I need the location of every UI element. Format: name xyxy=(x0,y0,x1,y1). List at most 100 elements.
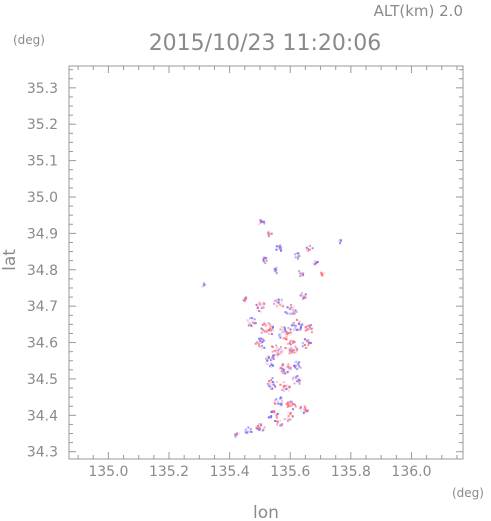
data-pixel xyxy=(272,356,275,359)
data-pixel xyxy=(300,271,302,274)
plot-frame xyxy=(68,65,464,460)
data-pixel xyxy=(302,294,305,297)
data-pixel xyxy=(258,427,261,430)
data-pixel xyxy=(295,360,298,363)
data-cluster xyxy=(242,296,248,302)
data-pixel xyxy=(300,273,303,276)
data-pixel xyxy=(250,324,253,327)
data-pixel xyxy=(298,323,300,325)
data-pixel xyxy=(274,385,277,388)
data-pixel xyxy=(263,321,266,324)
data-pixel xyxy=(294,324,297,327)
data-pixel xyxy=(297,257,299,260)
data-pixel xyxy=(280,249,282,252)
data-pixel xyxy=(316,260,319,263)
data-pixel xyxy=(310,327,313,330)
data-pixel xyxy=(288,386,291,389)
data-pixel xyxy=(237,432,240,435)
data-pixel xyxy=(295,377,297,380)
data-pixel xyxy=(308,324,311,327)
data-pixel xyxy=(264,257,267,260)
data-pixel xyxy=(287,418,290,421)
data-pixel xyxy=(294,375,297,378)
data-cluster xyxy=(258,219,266,226)
y-tick-label: 34.9 xyxy=(27,226,58,242)
data-pixel xyxy=(274,402,277,405)
data-pixel xyxy=(308,244,310,247)
data-pixel xyxy=(262,256,265,259)
data-pixel xyxy=(278,352,281,355)
data-pixel xyxy=(249,430,252,433)
data-pixel xyxy=(260,331,263,334)
data-pixel xyxy=(259,340,262,343)
data-pixel xyxy=(279,397,282,400)
data-pixel xyxy=(286,418,289,421)
data-pixel xyxy=(294,309,297,312)
data-pixel xyxy=(243,298,246,301)
data-pixel xyxy=(272,358,275,360)
data-pixel xyxy=(281,400,283,403)
data-pixel xyxy=(286,306,289,309)
data-pixel xyxy=(278,335,280,338)
data-pixel xyxy=(264,330,267,333)
data-pixel xyxy=(281,372,284,375)
data-pixel xyxy=(283,370,285,373)
data-pixel xyxy=(275,248,278,251)
data-pixel xyxy=(285,331,288,334)
data-pixel xyxy=(271,410,273,413)
data-pixel xyxy=(280,245,283,248)
data-pixel xyxy=(294,351,297,354)
data-pixel xyxy=(277,349,280,352)
data-pixel xyxy=(261,220,263,223)
data-pixel xyxy=(269,383,272,386)
data-pixel xyxy=(300,409,303,412)
data-pixel xyxy=(275,245,278,248)
data-pixel xyxy=(276,381,279,383)
data-cluster xyxy=(312,260,319,266)
data-pixel xyxy=(257,342,260,345)
data-pixel xyxy=(282,327,285,330)
data-pixel xyxy=(292,403,295,406)
data-pixel xyxy=(270,361,273,364)
data-pixel xyxy=(308,341,311,344)
data-pixel xyxy=(293,311,296,314)
data-pixel xyxy=(279,404,282,407)
data-pixel xyxy=(321,273,324,276)
data-pixel xyxy=(290,303,292,306)
data-cluster xyxy=(244,426,253,434)
data-pixel xyxy=(276,423,278,426)
data-cluster xyxy=(279,363,292,375)
data-pixel xyxy=(278,303,281,306)
data-pixel xyxy=(245,431,248,434)
data-pixel xyxy=(304,408,307,411)
data-pixel xyxy=(307,248,310,251)
data-cluster xyxy=(293,360,302,371)
data-pixel xyxy=(280,424,283,427)
data-cluster xyxy=(264,355,275,368)
data-pixel xyxy=(279,246,282,249)
x-unit-label: (deg) xyxy=(452,486,484,500)
data-pixel xyxy=(266,357,268,359)
data-pixel xyxy=(288,352,291,355)
data-pixel xyxy=(281,349,284,352)
data-pixel xyxy=(301,272,304,275)
data-pixel xyxy=(277,301,280,304)
data-pixel xyxy=(291,415,294,418)
data-pixel xyxy=(269,411,272,414)
data-pixel xyxy=(255,303,258,306)
x-tick-label: 135.0 xyxy=(88,464,128,480)
data-pixel xyxy=(299,324,302,327)
data-pixel xyxy=(287,411,290,414)
data-pixel xyxy=(275,352,278,354)
data-pixel xyxy=(276,301,279,304)
data-pixel xyxy=(278,248,281,250)
data-pixel xyxy=(253,321,256,324)
data-pixel xyxy=(263,346,266,349)
data-pixel xyxy=(270,333,273,335)
data-pixel xyxy=(279,347,282,350)
data-pixel xyxy=(271,381,274,383)
data-field xyxy=(201,219,342,438)
data-pixel xyxy=(279,244,282,247)
data-pixel xyxy=(312,262,315,264)
